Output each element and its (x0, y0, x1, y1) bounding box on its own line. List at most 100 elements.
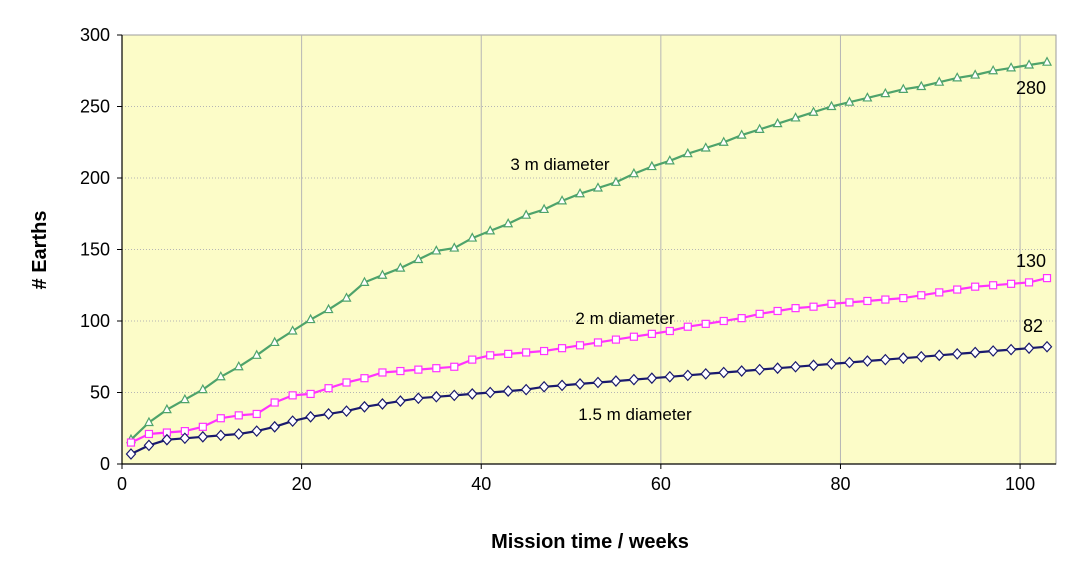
data-point (989, 281, 998, 290)
data-point (646, 372, 658, 385)
data-point (808, 106, 819, 116)
data-point (197, 383, 208, 394)
data-point (287, 325, 298, 335)
y-tick-label: 0 (100, 454, 110, 474)
data-point (269, 420, 280, 433)
data-point (450, 362, 459, 371)
data-point (844, 356, 855, 369)
data-point (504, 349, 513, 358)
data-point (503, 217, 514, 228)
data-point (377, 269, 388, 279)
data-point (700, 142, 711, 152)
data-point (808, 359, 819, 372)
data-point (556, 379, 568, 392)
data-point (790, 360, 801, 373)
data-point (359, 276, 370, 286)
data-point (575, 341, 585, 350)
x-tick-label: 40 (471, 474, 491, 494)
data-point (557, 195, 568, 205)
data-point (844, 96, 855, 106)
data-point (323, 303, 334, 314)
data-point (809, 302, 818, 311)
data-point (359, 400, 370, 413)
data-point (952, 72, 963, 82)
data-point (216, 414, 225, 423)
data-point (468, 355, 477, 364)
data-point (1005, 343, 1017, 356)
series-end-value-label: 130 (1016, 251, 1046, 271)
data-point (288, 391, 297, 400)
data-point (755, 309, 764, 318)
data-point (701, 319, 710, 328)
y-axis-title: # Earths (29, 211, 51, 290)
x-tick-label: 20 (292, 474, 312, 494)
y-tick-label: 300 (80, 25, 110, 45)
data-point (628, 167, 639, 178)
data-point (143, 439, 155, 452)
data-point (736, 129, 747, 139)
data-point (827, 299, 836, 308)
x-tick-label: 80 (830, 474, 850, 494)
data-point (610, 176, 621, 186)
data-point (179, 393, 190, 404)
series-line (130, 345, 1048, 455)
data-point (935, 288, 944, 297)
data-point (1006, 62, 1017, 72)
x-tick-label: 60 (651, 474, 671, 494)
data-point (754, 363, 765, 376)
data-point (592, 182, 603, 192)
data-point (215, 429, 227, 442)
data-point (592, 376, 604, 389)
data-point (934, 76, 945, 86)
data-point (431, 245, 442, 255)
data-point (916, 80, 927, 91)
data-point (323, 408, 334, 420)
data-point (467, 232, 478, 242)
data-point (448, 389, 460, 402)
data-point (486, 351, 495, 360)
data-point (521, 209, 532, 219)
data-point (898, 83, 909, 93)
data-point (432, 364, 441, 373)
data-point (125, 448, 137, 460)
data-point (611, 335, 621, 344)
series-end-value-label: 280 (1016, 78, 1046, 98)
y-tick-label: 250 (80, 97, 110, 117)
data-point (395, 262, 406, 272)
data-point (593, 338, 603, 347)
data-point (251, 349, 262, 359)
data-point (360, 374, 369, 383)
data-point (737, 314, 746, 323)
data-point (557, 344, 567, 353)
data-point (682, 147, 693, 158)
data-point (790, 112, 801, 122)
series-line (130, 61, 1048, 441)
data-point (791, 304, 800, 313)
data-point (719, 316, 728, 326)
data-point (252, 409, 261, 419)
data-point (197, 430, 209, 443)
data-point (610, 375, 622, 387)
data-point (863, 296, 872, 306)
x-tick-label: 0 (117, 474, 127, 494)
data-point (629, 332, 639, 341)
data-point (933, 349, 945, 362)
data-point (539, 203, 550, 214)
data-point (198, 422, 207, 431)
data-point (502, 385, 514, 397)
data-point (574, 378, 586, 390)
data-point (341, 292, 352, 302)
data-point (522, 348, 531, 357)
data-point (342, 378, 351, 387)
data-point (287, 415, 298, 427)
y-tick-label: 150 (80, 240, 110, 260)
data-point (270, 398, 279, 407)
y-tick-label: 100 (80, 311, 110, 331)
data-point (1006, 279, 1016, 288)
data-point (826, 100, 837, 111)
data-point (772, 362, 783, 375)
series-line (130, 277, 1048, 444)
data-point (1041, 340, 1053, 353)
data-point (520, 383, 532, 396)
data-point (646, 160, 657, 171)
